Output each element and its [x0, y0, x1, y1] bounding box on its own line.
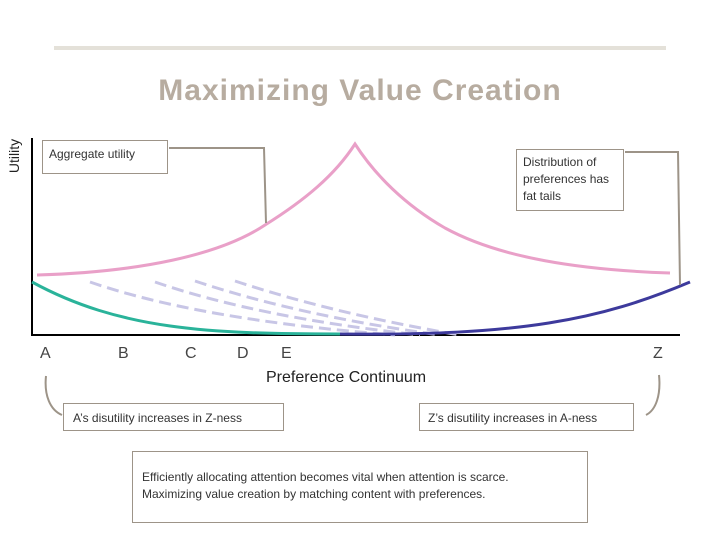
z-disutility-callout: Z’s disutility increases in A-ness [419, 403, 634, 431]
fat-tails-callout: Distribution of preferences has fat tail… [516, 149, 624, 211]
point-label-a: A [40, 345, 51, 362]
curve-b [89, 280, 396, 337]
curve-e [234, 279, 461, 337]
point-label-z: Z [653, 345, 663, 362]
summary-callout: Efficiently allocating attention becomes… [132, 451, 588, 523]
summary-line-1: Efficiently allocating attention becomes… [142, 470, 509, 484]
connector-aggregate [169, 147, 267, 224]
point-label-e: E [281, 345, 292, 362]
curve-a [31, 280, 341, 336]
a-disutility-callout: A’s disutility increases in Z-ness [63, 403, 284, 431]
curve-d [194, 279, 441, 337]
summary-line-2: Maximizing value creation by matching co… [142, 487, 486, 501]
connector-fat-tails [625, 151, 681, 286]
curve-c [154, 280, 421, 337]
point-label-d: D [237, 345, 249, 362]
point-label-b: B [118, 345, 129, 362]
title-rule [54, 46, 666, 50]
curve-aggregate [36, 141, 671, 277]
aggregate-utility-callout: Aggregate utility [42, 140, 168, 174]
point-label-c: C [185, 345, 197, 362]
slide-title: Maximizing Value Creation [158, 74, 562, 107]
curve-z [339, 280, 691, 336]
x-axis-label: Preference Continuum [266, 369, 427, 386]
bracket-z [645, 374, 661, 416]
bracket-a [44, 375, 63, 416]
